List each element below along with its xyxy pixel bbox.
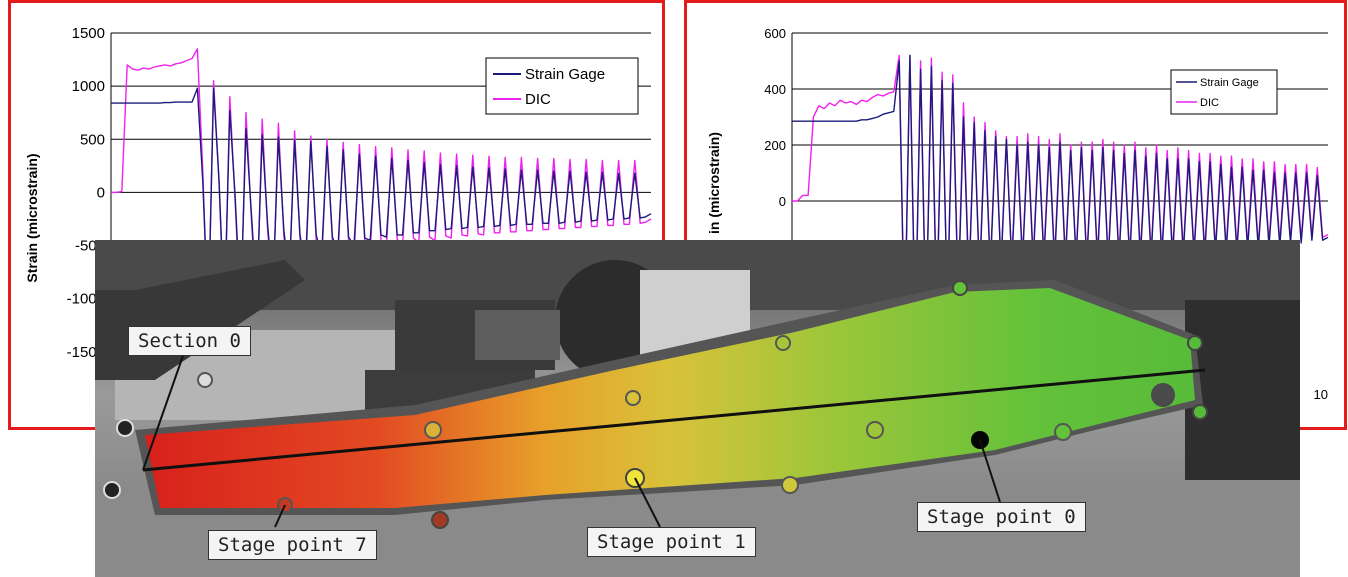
left-legend-label-strain-gage: Strain Gage	[525, 66, 605, 83]
right-y-axis-label: in (microstrain)	[706, 132, 722, 234]
right-strain-chart: 600 400 200 0 10 in (microstrain) Strain Ga…	[706, 26, 1329, 402]
stage-marker	[1054, 423, 1072, 441]
right-legend-box	[1170, 69, 1278, 115]
stage-marker	[103, 481, 121, 499]
left-y-tick-label: 0	[97, 184, 105, 201]
equipment-block	[475, 310, 560, 360]
right-legend-label-strain-gage: Strain Gage	[1200, 77, 1259, 89]
dic-strain-photo: Section 0 Stage point 7 Stage point 1 St…	[95, 240, 1300, 577]
stage-marker	[952, 280, 968, 296]
right-y-tick-labels: 600 400 200 0	[764, 26, 786, 209]
specimen-spot	[1151, 383, 1175, 407]
right-legend: Strain Gage DIC	[1170, 69, 1278, 115]
right-y-tick-label: 400	[764, 82, 786, 97]
left-legend-label-dic: DIC	[525, 91, 551, 108]
section-0-leader	[142, 349, 186, 471]
callout-section-0: Section 0	[128, 326, 251, 356]
stage-marker	[781, 476, 799, 494]
left-series-strain-gage	[111, 87, 652, 321]
stage-marker	[424, 421, 442, 439]
left-y-axis-label: Strain (microstrain)	[24, 153, 40, 282]
left-y-tick-label: 1500	[72, 25, 105, 42]
callout-stage-point-7: Stage point 7	[208, 530, 377, 560]
strain-map	[145, 288, 1195, 508]
section-line	[142, 368, 1206, 472]
right-series-lines	[792, 54, 1329, 342]
right-legend-label-dic: DIC	[1200, 97, 1219, 109]
stage-point-7-leader	[274, 504, 286, 528]
left-y-tick-label: 500	[80, 131, 105, 148]
stage-marker	[1192, 404, 1208, 420]
callout-stage-point-0: Stage point 0	[917, 502, 1086, 532]
stage-marker	[866, 421, 884, 439]
right-y-tick-label: 0	[779, 194, 786, 209]
stage-marker	[1187, 335, 1203, 351]
right-y-tick-label: 600	[764, 26, 786, 41]
stage-marker	[431, 511, 449, 529]
left-y-tick-label: 1000	[72, 78, 105, 95]
callout-stage-point-1: Stage point 1	[587, 527, 756, 557]
right-series-strain-gage	[792, 54, 1329, 342]
clamp-fixture	[1185, 300, 1300, 480]
stage-point-0-leader	[979, 439, 1001, 503]
right-x-tick-10: 10	[1314, 387, 1328, 402]
stage-marker	[197, 372, 213, 388]
left-legend-box	[485, 57, 639, 115]
left-legend: Strain Gage DIC	[485, 57, 639, 115]
stage-marker	[775, 335, 791, 351]
photo-illustration	[95, 240, 1300, 577]
stage-marker	[116, 419, 134, 437]
right-y-tick-label: 200	[764, 138, 786, 153]
stage-point-1-leader	[634, 477, 661, 528]
stage-marker	[625, 390, 641, 406]
